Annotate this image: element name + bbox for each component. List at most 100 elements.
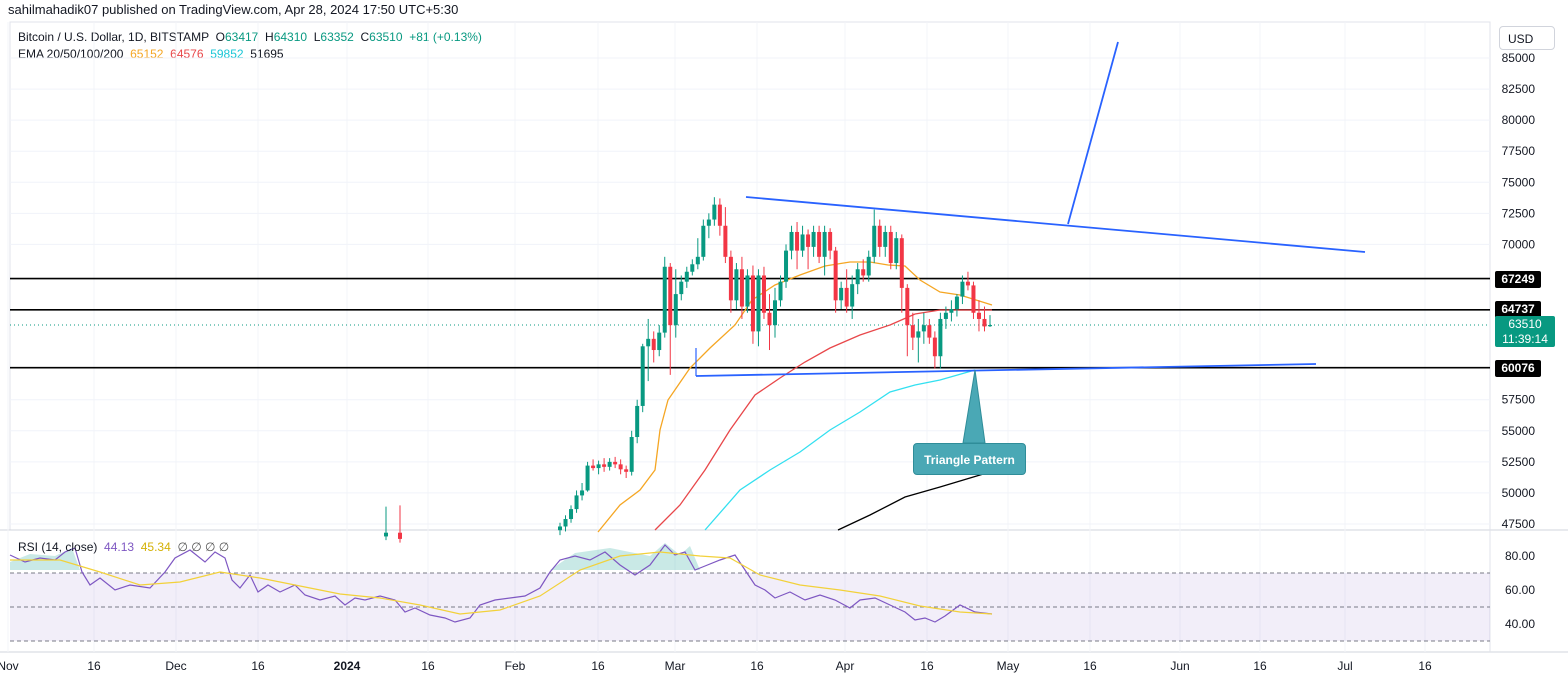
candle-body [899, 238, 904, 288]
ema200-line [837, 471, 991, 531]
x-tick-label: Dec [165, 659, 186, 673]
open-value: 63417 [224, 30, 259, 44]
candle-body [833, 250, 838, 301]
candle-body [701, 225, 706, 257]
y-tick-label: 85000 [1502, 51, 1536, 65]
x-tick-label: Apr [836, 659, 855, 673]
candle-body [795, 231, 800, 251]
candle-body [662, 266, 667, 333]
rsi-ma-value: 45.34 [140, 540, 171, 554]
candle-body [767, 312, 772, 326]
candle-body [850, 284, 855, 307]
candle-body [739, 269, 744, 307]
candle-body [384, 532, 388, 537]
rsi-overbought-fill [550, 543, 700, 570]
candle-body [806, 234, 811, 247]
y-tick-label: 52500 [1502, 455, 1536, 469]
candle-body [761, 275, 766, 313]
candle-body [965, 281, 970, 286]
candle-body [905, 287, 910, 326]
triangle-upper-trendline [745, 196, 1366, 253]
close-label: C [360, 30, 370, 44]
rsi-tick-label: 80.00 [1505, 549, 1535, 563]
x-tick-label: Jul [1337, 659, 1352, 673]
candle-body [872, 225, 877, 257]
x-tick-label: Feb [505, 659, 526, 673]
candle-body [982, 318, 987, 327]
x-tick-label: 16 [920, 659, 934, 673]
candle-body [855, 269, 860, 285]
candle-body [828, 231, 833, 251]
candle-body [778, 281, 783, 301]
candle-body [988, 325, 992, 327]
candle-body [888, 231, 893, 264]
rsi-band [10, 573, 1490, 641]
low-value: 63352 [320, 30, 354, 44]
rsi-value: 44.13 [104, 540, 135, 554]
candle-body [927, 325, 932, 338]
x-tick-label: 16 [87, 659, 101, 673]
candle-body [690, 264, 695, 272]
candle-body [613, 461, 618, 465]
candle-body [938, 318, 943, 357]
y-tick-label: 70000 [1502, 237, 1536, 251]
candle-body [773, 300, 777, 326]
candle-body [717, 204, 722, 226]
candle-body [398, 532, 402, 539]
candle-body [932, 337, 937, 357]
currency-button[interactable]: USD [1499, 26, 1555, 50]
candle-body [976, 312, 981, 319]
candle-body [750, 275, 755, 332]
candle-body [602, 464, 607, 467]
candle-body [800, 234, 805, 251]
candle-body [943, 312, 948, 319]
candle-body [844, 287, 849, 307]
candle-body [629, 437, 634, 472]
x-tick-label: Jun [1170, 659, 1189, 673]
candle-body [618, 464, 623, 470]
candle-body [706, 219, 711, 226]
candle-body [954, 296, 959, 310]
high-value: 64310 [273, 30, 308, 44]
rsi-line [9, 544, 993, 623]
x-tick-label: 16 [750, 659, 764, 673]
candle-body [745, 275, 750, 307]
symbol-legend: Bitcoin / U.S. Dollar, 1D, BITSTAMP O634… [18, 30, 482, 44]
ema50-line [654, 309, 992, 531]
candle-body [569, 509, 574, 520]
x-tick-label: May [997, 659, 1020, 673]
candle-body [712, 204, 717, 220]
candle-body [789, 231, 794, 251]
x-tick-label: 16 [251, 659, 265, 673]
candle-body [673, 294, 678, 326]
candle-body [960, 281, 965, 297]
candle-body [784, 250, 789, 282]
ema20-line [597, 261, 993, 533]
candle-body [574, 495, 579, 510]
candle-body [817, 231, 822, 257]
open-label: O [215, 30, 225, 44]
y-tick-label: 75000 [1502, 175, 1536, 189]
candle-body [894, 238, 899, 264]
candle-body [607, 461, 612, 467]
symbol-name: Bitcoin / U.S. Dollar, 1D, BITSTAMP [18, 30, 209, 44]
candle-body [668, 266, 673, 326]
x-tick-label: 16 [1253, 659, 1267, 673]
x-tick-label: Mar [665, 659, 686, 673]
high-label: H [265, 30, 274, 44]
level-label-60076: 60076 [1495, 360, 1541, 377]
y-tick-label: 72500 [1502, 206, 1536, 220]
candle-body [883, 231, 888, 247]
x-tick-label: 16 [1083, 659, 1097, 673]
x-tick-label: Nov [0, 659, 19, 673]
triangle-lower-trendline [695, 363, 1317, 377]
y-tick-label: 80000 [1502, 113, 1536, 127]
candle-body [591, 465, 596, 469]
candle-body [684, 271, 689, 282]
candle-body [728, 256, 733, 301]
close-value: 63510 [369, 30, 403, 44]
candle-body [971, 285, 976, 313]
candle-body [651, 338, 656, 351]
candle-body [563, 519, 568, 527]
candle-body [861, 269, 866, 276]
